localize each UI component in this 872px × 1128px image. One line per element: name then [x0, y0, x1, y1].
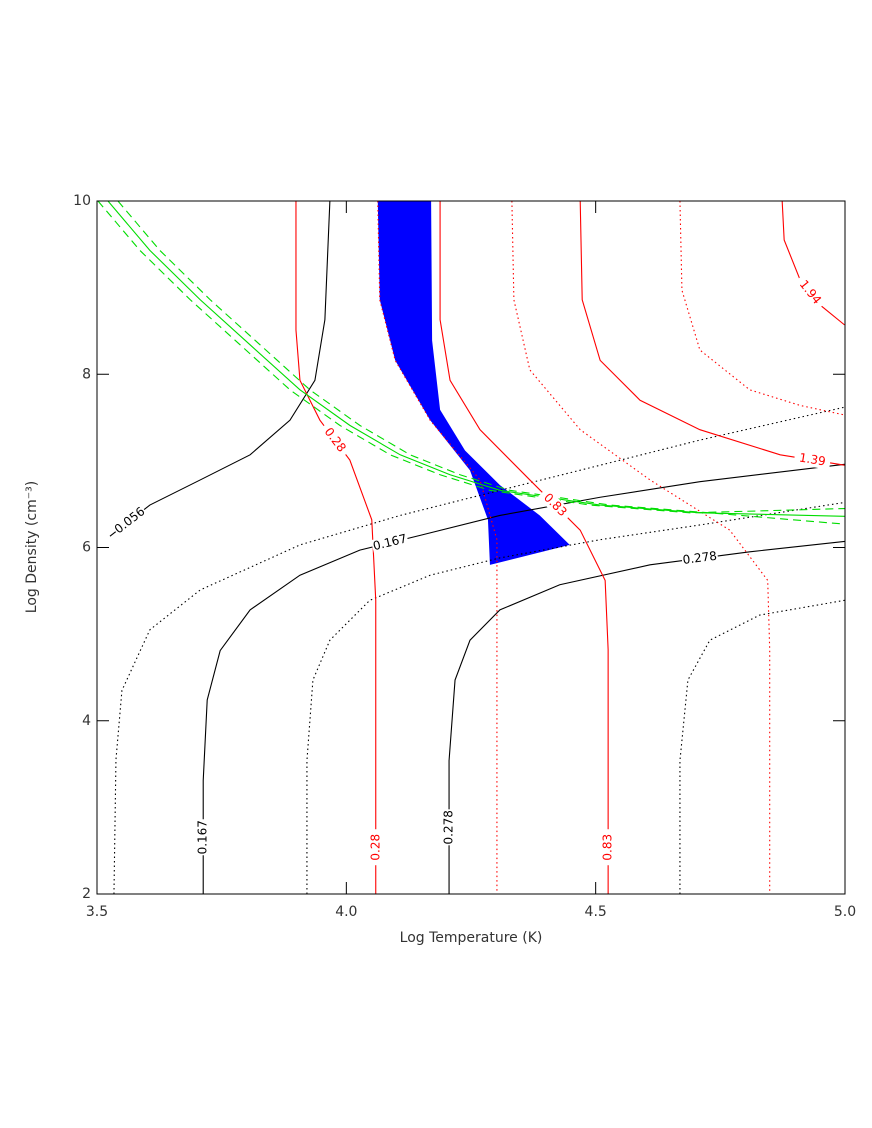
- contour-line: [117, 201, 845, 525]
- contour-line: [679, 201, 845, 416]
- contour-label-text: 0.28: [368, 834, 382, 861]
- label-background: [681, 549, 719, 568]
- y-tick-label: 6: [82, 540, 91, 556]
- label-background: [793, 450, 832, 470]
- contour-line: [579, 201, 845, 466]
- contour-line: [109, 201, 331, 537]
- x-tick-label: 5.0: [834, 904, 856, 920]
- label-background: [111, 504, 149, 538]
- plot-area: 0.056 0.167 0.167 0.278 0.278 0.28 0.28 0.83 0.8…: [97, 201, 845, 894]
- contour-label: 0.28: [368, 829, 383, 866]
- x-tick-label: 4.5: [585, 904, 607, 920]
- y-axis-label: Log Density (cm⁻³): [24, 481, 40, 613]
- contour-label: 1.94: [793, 273, 827, 311]
- contour-label-text: 0.056: [112, 504, 148, 536]
- contour-label-text: 0.278: [442, 810, 456, 844]
- contour-line: [448, 540, 845, 894]
- y-tick-label: 8: [82, 366, 91, 382]
- contour-label: 0.28: [318, 421, 352, 459]
- contour-line: [97, 201, 845, 514]
- label-background: [368, 829, 383, 866]
- y-tick-label: 2: [82, 886, 91, 902]
- contour-label: 1.39: [793, 450, 832, 470]
- contour-line: [107, 201, 845, 517]
- contour-label-text: 0.167: [196, 820, 210, 854]
- contour-line: [511, 201, 771, 894]
- label-background: [601, 829, 616, 866]
- label-background: [370, 531, 410, 554]
- contour-line: [679, 599, 845, 894]
- contour-label: 0.83: [537, 487, 573, 523]
- contour-line: [113, 406, 845, 894]
- label-background: [196, 819, 211, 856]
- contour-label-text: 0.83: [601, 834, 615, 861]
- contour-label: 0.056: [111, 504, 149, 538]
- band: [377, 201, 570, 565]
- label-background: [318, 421, 352, 459]
- contour-label: 0.278: [681, 549, 719, 568]
- label-background: [442, 809, 457, 846]
- plot-frame: [96, 200, 846, 895]
- y-tick-label: 4: [82, 713, 91, 729]
- contour-label: 0.83: [601, 829, 616, 866]
- contour-label-text: 1.39: [798, 450, 827, 468]
- contour-line: [377, 201, 498, 894]
- y-tick-label: 10: [73, 193, 91, 209]
- contour-line: [295, 201, 377, 894]
- contour-label: 0.167: [370, 531, 410, 554]
- contour-line: [202, 463, 845, 894]
- x-tick-label: 3.5: [86, 904, 108, 920]
- contour-line: [306, 501, 845, 894]
- contour-label-text: 0.278: [682, 549, 718, 567]
- label-background: [793, 273, 827, 311]
- x-axis-label: Log Temperature (K): [400, 930, 543, 946]
- contour-label: 0.278: [442, 809, 457, 846]
- contour-label: 0.167: [196, 819, 211, 856]
- label-background: [537, 487, 573, 523]
- x-tick-label: 4.0: [335, 904, 357, 920]
